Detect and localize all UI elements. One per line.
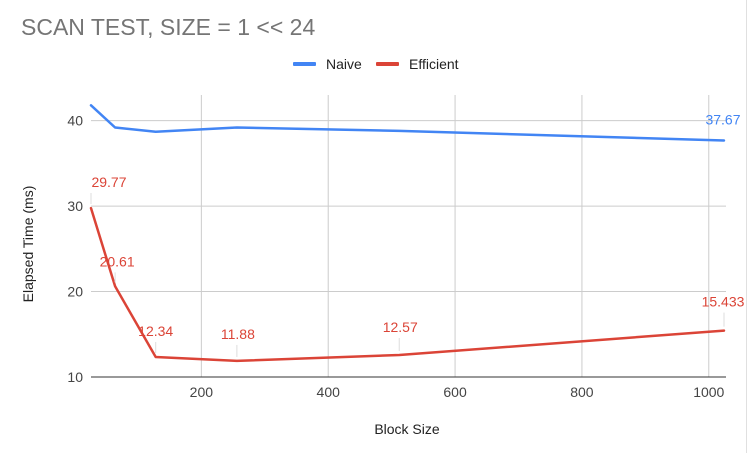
y-tick-label: 20 xyxy=(67,284,83,300)
x-tick-label: 600 xyxy=(443,384,467,400)
x-tick-label: 1000 xyxy=(693,384,724,400)
y-tick-label: 40 xyxy=(67,113,83,129)
legend-swatch-efficient xyxy=(376,62,399,66)
window-edge xyxy=(746,0,753,453)
data-label-efficient: 12.57 xyxy=(383,319,418,335)
x-tick-label: 400 xyxy=(317,384,341,400)
data-label-efficient: 12.34 xyxy=(138,323,173,339)
series-line-naive[interactable] xyxy=(89,104,726,142)
series-line-efficient[interactable] xyxy=(89,206,726,363)
x-axis-title: Block Size xyxy=(374,421,440,437)
data-label-efficient: 29.77 xyxy=(91,174,126,190)
legend-swatch-naive xyxy=(293,62,316,66)
x-tick-label: 200 xyxy=(190,384,214,400)
chart-legend: Naive Efficient xyxy=(0,56,753,78)
x-tick-label: 800 xyxy=(570,384,594,400)
y-tick-label: 10 xyxy=(67,369,83,385)
legend-label-naive: Naive xyxy=(326,56,362,72)
y-axis-title: Elapsed Time (ms) xyxy=(20,186,36,303)
y-tick-label: 30 xyxy=(67,198,83,214)
legend-label-efficient: Efficient xyxy=(409,56,459,72)
chart-title: SCAN TEST, SIZE = 1 << 24 xyxy=(21,14,316,40)
data-label-efficient: 11.88 xyxy=(221,326,255,342)
legend-item-naive[interactable]: Naive xyxy=(293,56,362,72)
data-label-efficient: 20.61 xyxy=(100,253,135,269)
data-label-efficient: 15.433 xyxy=(702,294,745,310)
legend-item-efficient[interactable]: Efficient xyxy=(376,56,459,72)
data-label-naive: 37.67 xyxy=(705,112,740,128)
